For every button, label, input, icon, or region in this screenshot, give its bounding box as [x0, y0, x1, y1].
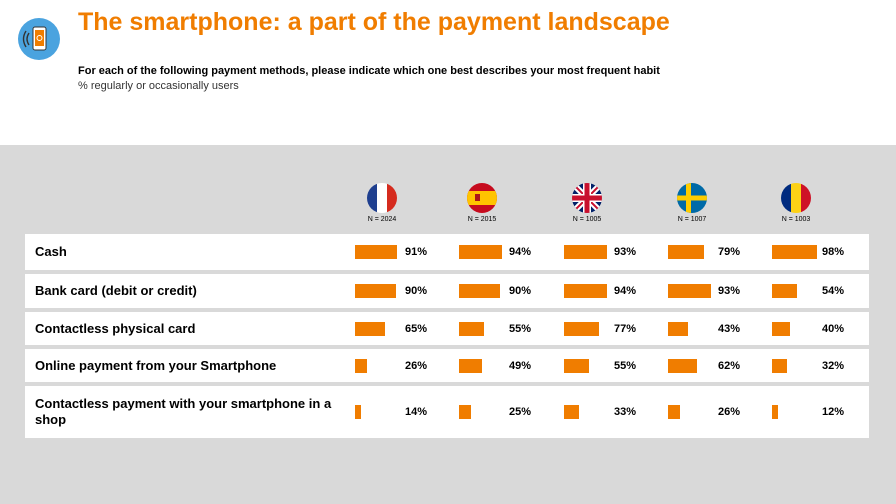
value-label: 26%	[718, 406, 741, 418]
value-label: 94%	[614, 285, 637, 297]
value-label: 98%	[822, 246, 845, 258]
bar	[564, 245, 607, 259]
country-column-france: N = 2024	[352, 183, 412, 223]
sample-size-label: N = 1005	[572, 216, 602, 223]
france-flag-icon	[367, 183, 397, 213]
value-label: 12%	[822, 406, 845, 418]
chart-row: Bank card (debit or credit) 90% 90% 94% 93% 5…	[25, 274, 869, 308]
category-label: Cash	[35, 244, 67, 259]
uk-flag-icon	[572, 183, 602, 213]
bar	[564, 284, 607, 298]
value-label: 49%	[509, 359, 532, 372]
bar	[355, 284, 396, 298]
bar	[355, 245, 397, 259]
bar	[772, 245, 817, 259]
country-column-spain: N = 2015	[452, 183, 512, 223]
sample-size-label: N = 1003	[781, 216, 811, 223]
value-label: 32%	[822, 359, 845, 372]
value-label: 54%	[822, 285, 845, 297]
sample-size-label: N = 2024	[367, 216, 397, 223]
chart-row: Cash 91% 94% 93% 79% 98%	[25, 234, 869, 270]
value-label: 65%	[405, 322, 428, 335]
value-label: 79%	[718, 246, 741, 258]
bar	[772, 284, 797, 298]
value-label: 26%	[405, 359, 428, 372]
value-label: 55%	[509, 322, 532, 335]
chart-row: Online payment from your Smartphone 26% 49…	[25, 349, 869, 382]
value-label: 43%	[718, 322, 741, 335]
bar	[564, 358, 589, 373]
bar	[668, 245, 704, 259]
bar	[668, 284, 711, 298]
value-label: 33%	[614, 406, 637, 418]
value-label: 91%	[405, 246, 428, 258]
bar	[564, 405, 579, 419]
value-label: 90%	[405, 285, 428, 297]
value-label: 94%	[509, 246, 532, 258]
chart-row: Contactless physical card 65% 55% 77% 43% 40%	[25, 312, 869, 345]
value-label: 90%	[509, 285, 532, 297]
category-label: Contactless physical card	[35, 320, 196, 336]
smartphone-payment-icon	[18, 18, 60, 60]
survey-note: % regularly or occasionally users	[78, 80, 239, 92]
value-label: 55%	[614, 359, 637, 372]
bar	[459, 358, 482, 373]
category-label: Bank card (debit or credit)	[35, 283, 197, 298]
bar	[459, 405, 471, 419]
page-title: The smartphone: a part of the payment la…	[78, 8, 670, 36]
category-label: Contactless payment with your smartphone…	[35, 396, 332, 427]
romania-flag-icon	[781, 183, 811, 213]
header: The smartphone: a part of the payment la…	[0, 0, 896, 145]
bar	[459, 284, 500, 298]
value-label: 40%	[822, 322, 845, 335]
country-column-romania: N = 1003	[766, 183, 826, 223]
bar	[564, 321, 599, 336]
value-label: 77%	[614, 322, 637, 335]
category-label: Online payment from your Smartphone	[35, 357, 277, 373]
country-column-uk: N = 1005	[557, 183, 617, 223]
bar	[668, 405, 680, 419]
value-label: 62%	[718, 359, 741, 372]
sample-size-label: N = 2015	[467, 216, 497, 223]
value-label: 14%	[405, 406, 428, 418]
bar	[772, 321, 790, 336]
bar	[772, 358, 787, 373]
country-column-sweden: N = 1007	[662, 183, 722, 223]
bar	[772, 405, 778, 419]
value-label: 25%	[509, 406, 532, 418]
value-label: 93%	[718, 285, 741, 297]
bar	[355, 321, 385, 336]
bar	[459, 245, 502, 259]
survey-question: For each of the following payment method…	[78, 65, 660, 77]
spain-flag-icon	[467, 183, 497, 213]
bar	[355, 405, 361, 419]
sweden-flag-icon	[677, 183, 707, 213]
sample-size-label: N = 1007	[677, 216, 707, 223]
bar	[459, 321, 484, 336]
bar	[668, 321, 688, 336]
chart-row: Contactless payment with your smartphone…	[25, 386, 869, 438]
value-label: 93%	[614, 246, 637, 258]
bar	[668, 358, 697, 373]
bar	[355, 358, 367, 373]
